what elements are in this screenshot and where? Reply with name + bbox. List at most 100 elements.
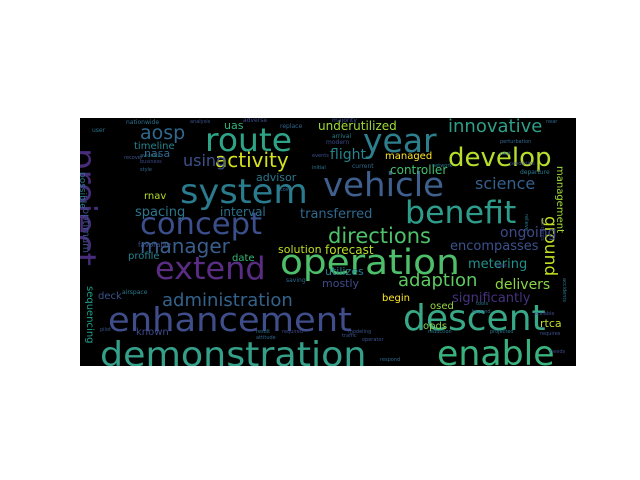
word: style — [140, 167, 152, 173]
word: predictive — [510, 161, 535, 167]
word: near — [546, 119, 558, 125]
word: manager — [140, 234, 230, 258]
word: vehicle — [323, 165, 445, 204]
word: descent — [403, 298, 546, 339]
word: requires — [540, 331, 561, 337]
word: year — [363, 121, 437, 160]
word: operator — [362, 337, 384, 343]
word: directions — [328, 224, 431, 248]
word: tools — [476, 301, 489, 307]
word: operation — [280, 243, 460, 283]
word: demonstration — [100, 335, 367, 366]
word: relieve — [523, 214, 529, 231]
word: significantly — [452, 291, 531, 306]
word: departure — [520, 169, 550, 176]
word: user — [92, 127, 106, 134]
word: uas — [224, 119, 244, 132]
word: concept — [140, 207, 263, 242]
word: current — [352, 163, 374, 170]
word: deck — [98, 291, 122, 302]
word: joint — [496, 263, 507, 269]
word: rnav — [144, 191, 167, 202]
word: activity — [215, 148, 289, 172]
word: events — [312, 153, 329, 159]
word: network — [432, 163, 453, 169]
word: enhancement — [108, 300, 352, 339]
word: nasa — [144, 147, 171, 160]
word: managed — [385, 151, 433, 162]
word: beyond — [472, 309, 491, 315]
word: adaption — [398, 270, 478, 291]
word: optimum — [80, 208, 91, 253]
word: majority — [332, 118, 357, 124]
word: adverse — [243, 118, 268, 124]
word: osed — [430, 301, 454, 312]
word: profile — [128, 251, 160, 262]
word: encompasses — [450, 239, 539, 254]
word: possible — [80, 172, 87, 209]
word: ongoing — [500, 225, 557, 241]
word: reduction — [428, 329, 452, 335]
word: science — [475, 174, 536, 193]
word: modern — [326, 139, 350, 146]
word: analysis — [190, 119, 211, 125]
word: needs — [550, 349, 566, 355]
word: management — [554, 166, 565, 233]
word: transferred — [300, 207, 373, 222]
word: cost — [280, 187, 291, 193]
word: respond — [380, 357, 401, 363]
word: enable — [437, 334, 555, 366]
word: avionics — [140, 153, 161, 159]
word: saving — [286, 277, 306, 284]
word: opds — [423, 321, 448, 332]
word: flight — [330, 147, 366, 163]
word: accidents — [561, 278, 567, 302]
word: delivers — [495, 277, 551, 293]
word: rtca — [540, 317, 562, 330]
word: required — [282, 329, 303, 335]
word: replace — [280, 123, 303, 130]
word: scalable — [534, 311, 555, 317]
word: attitude — [256, 335, 276, 341]
word: forecast — [325, 243, 374, 257]
word: using — [183, 151, 227, 170]
word: airspace — [122, 289, 148, 296]
word: initial — [312, 165, 326, 171]
word: traffic — [342, 333, 357, 339]
word: benefit — [405, 195, 517, 231]
word: administration — [162, 290, 293, 311]
word: mostly — [322, 277, 360, 290]
word: metering — [468, 257, 528, 272]
word: projected — [490, 329, 514, 335]
word: incidents — [539, 218, 545, 241]
word: aosp — [140, 122, 186, 144]
word: known — [136, 327, 169, 338]
word: extend — [155, 251, 266, 287]
word: modeling — [348, 329, 372, 335]
word: perturbation — [500, 139, 532, 145]
word: interval — [220, 205, 266, 219]
word: recover — [124, 155, 143, 161]
word: spacing — [135, 205, 186, 220]
word: develop — [448, 143, 552, 173]
word: utilizes — [325, 265, 364, 278]
word: timeline — [134, 141, 175, 152]
word: innovative — [448, 118, 543, 137]
word: sequencing — [84, 286, 95, 344]
word: result — [256, 329, 271, 335]
word: nationwide — [126, 119, 160, 126]
word: underutilized — [318, 119, 397, 133]
word: begin — [382, 293, 410, 304]
word: date — [232, 253, 255, 264]
word-cloud: demonstration enable enhancement descent… — [80, 118, 576, 366]
word: route — [205, 121, 293, 159]
word: arrival — [332, 133, 352, 140]
word: business — [140, 159, 162, 165]
word: pilot — [100, 327, 111, 333]
word: system — [180, 172, 308, 212]
word: past — [500, 151, 511, 157]
word: solution — [278, 243, 322, 256]
word: advisor — [256, 171, 297, 184]
word: favorable — [138, 241, 172, 249]
word: controller — [390, 163, 448, 177]
